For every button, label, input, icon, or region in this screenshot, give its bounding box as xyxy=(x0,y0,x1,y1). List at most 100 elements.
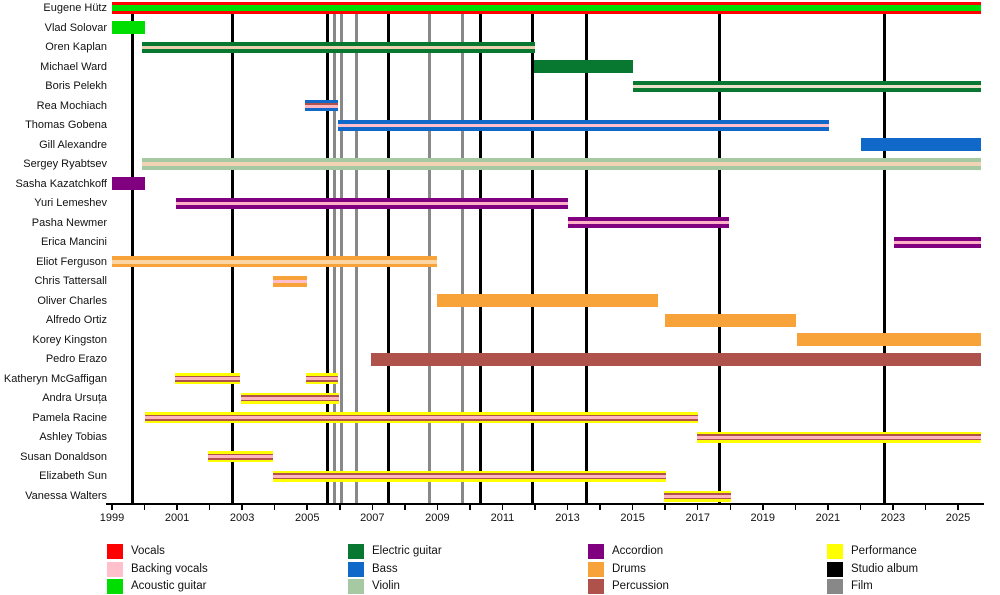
bar-stripe xyxy=(175,380,241,382)
studio-album-line xyxy=(325,2,329,503)
member-label: Boris Pelekh xyxy=(45,80,107,93)
axis-year-label: 2007 xyxy=(360,512,385,524)
member-label: Eugene Hütz xyxy=(43,2,107,14)
member-label: Michael Ward xyxy=(40,60,107,73)
bar-stripe xyxy=(176,197,569,202)
bar-stripe xyxy=(112,263,438,268)
member-bar xyxy=(175,373,241,385)
legend-label: Backing vocals xyxy=(131,562,208,575)
axis-year-label: 2019 xyxy=(750,512,776,524)
member-bar xyxy=(894,236,982,248)
bar-stripe xyxy=(175,373,241,376)
bar-stripe xyxy=(371,352,982,366)
bar-stripe xyxy=(176,201,569,205)
member-bar xyxy=(112,21,145,35)
film-line xyxy=(332,2,336,503)
bar-stripe xyxy=(144,420,699,424)
axis-tick xyxy=(469,505,471,510)
member-label: Rea Mochiach xyxy=(36,99,107,112)
film-line xyxy=(460,2,464,503)
bar-stripe xyxy=(665,313,797,327)
axis-tick xyxy=(566,505,569,510)
bar-stripe xyxy=(305,103,339,106)
legend-item: Electric guitar xyxy=(348,544,568,559)
bar-stripe xyxy=(273,275,308,280)
member-label: Pedro Erazo xyxy=(45,353,107,366)
member-bar xyxy=(664,490,732,502)
bar-stripe xyxy=(437,294,659,308)
bar-stripe xyxy=(112,5,982,11)
bar-stripe xyxy=(697,440,982,443)
member-label: Thomas Gobena xyxy=(25,119,107,132)
member-label: Katheryn McGaffigan xyxy=(3,372,107,385)
bar-stripe xyxy=(894,243,982,248)
axis-tick xyxy=(599,505,601,510)
member-bar xyxy=(273,275,308,287)
bar-stripe xyxy=(306,375,339,378)
bar-stripe xyxy=(305,108,339,112)
legend-item: Percussion xyxy=(588,579,808,594)
bar-stripe xyxy=(306,381,339,385)
bar-stripe xyxy=(305,100,339,104)
axis-tick xyxy=(827,505,829,510)
axis-tick xyxy=(339,505,341,510)
bar-stripe xyxy=(144,414,699,417)
legend-item: Violin xyxy=(348,579,568,594)
studio-album-line xyxy=(584,2,588,503)
axis-tick xyxy=(273,505,276,510)
bar-stripe xyxy=(664,490,732,493)
member-label: Oliver Charles xyxy=(37,294,107,307)
member-label: Oren Kaplan xyxy=(45,41,107,54)
legend-label: Electric guitar xyxy=(372,545,442,557)
member-bar xyxy=(797,333,982,347)
studio-album-line xyxy=(478,2,482,503)
legend-label: Acoustic guitar xyxy=(131,580,207,592)
member-bar xyxy=(305,100,339,112)
axis-tick xyxy=(729,505,731,510)
studio-album-line xyxy=(130,2,134,503)
member-label: Alfredo Ortiz xyxy=(45,314,107,327)
axis-tick xyxy=(631,505,634,510)
bar-stripe xyxy=(208,453,274,456)
legend-item: Accordion xyxy=(588,544,808,559)
legend-swatch xyxy=(827,544,843,559)
member-bar xyxy=(567,217,729,229)
member-label: Erica Mancini xyxy=(40,236,107,249)
bar-stripe xyxy=(112,21,145,35)
member-bar xyxy=(697,431,982,443)
bar-stripe xyxy=(894,240,982,244)
bar-stripe xyxy=(142,158,982,163)
bar-stripe xyxy=(273,479,667,482)
bar-stripe xyxy=(241,392,340,396)
legend-swatch xyxy=(348,561,364,577)
bar-stripe xyxy=(632,80,982,85)
bar-stripe xyxy=(338,123,830,127)
studio-album-line xyxy=(230,2,234,503)
axis-year-label: 2011 xyxy=(490,512,515,524)
axis-year-label: 2021 xyxy=(815,512,841,524)
member-label: Pamela Racine xyxy=(32,411,107,424)
bar-stripe xyxy=(175,381,241,385)
member-bar xyxy=(273,470,667,482)
legend-swatch xyxy=(107,561,123,577)
legend-item: Acoustic guitar xyxy=(107,579,327,594)
bar-stripe xyxy=(305,105,339,109)
bar-stripe xyxy=(306,373,339,376)
axis-year-label: 2025 xyxy=(945,512,971,524)
film-line xyxy=(339,2,343,503)
film-line xyxy=(427,2,431,503)
legend-item: Drums xyxy=(588,561,808,577)
bar-stripe xyxy=(273,282,308,287)
axis-year-label: 2001 xyxy=(164,512,190,524)
legend-label: Film xyxy=(851,580,873,592)
bar-stripe xyxy=(208,459,274,463)
bar-stripe xyxy=(241,395,340,397)
bar-stripe xyxy=(338,126,830,131)
bar-stripe xyxy=(112,259,438,264)
bar-stripe xyxy=(567,217,729,222)
bar-stripe xyxy=(112,11,982,14)
bar-stripe xyxy=(273,470,667,474)
axis-year-label: 2013 xyxy=(555,512,580,524)
legend-label: Bass xyxy=(372,562,398,575)
studio-album-line xyxy=(386,2,390,503)
